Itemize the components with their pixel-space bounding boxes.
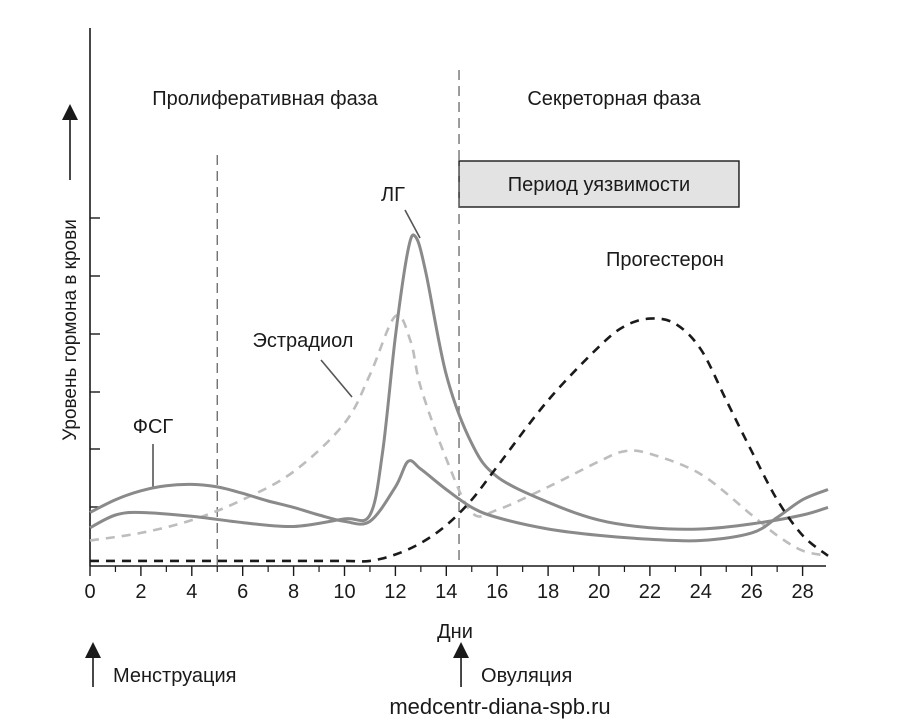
x-tick-label: 16: [486, 581, 508, 603]
x-tick-label: 28: [791, 581, 813, 603]
x-tick-label: 6: [237, 581, 248, 603]
x-tick-label: 0: [84, 581, 95, 603]
phase-dividers: [216, 70, 460, 566]
y-axis-label: Уровень гормона в крови: [60, 219, 81, 441]
series-line-0: [89, 459, 829, 543]
x-tick-label: 26: [741, 581, 763, 603]
x-tick-label: 12: [384, 581, 406, 603]
x-axis-label: Дни: [437, 621, 473, 643]
series-label-estradiol: Эстрадиол: [253, 330, 354, 352]
series-layer: [89, 233, 829, 563]
vulnerability-period-box: [458, 160, 740, 208]
watermark: medcentr-diana-spb.ru: [389, 694, 610, 719]
x-tick-label: 24: [690, 581, 712, 603]
event-markers: Менструация Овуляция: [85, 642, 572, 687]
event-label: Овуляция: [481, 665, 572, 687]
event-label: Менструация: [113, 665, 236, 687]
phase-label-secretory: Секреторная фаза: [527, 88, 701, 110]
x-tick-label: 2: [135, 581, 146, 603]
x-tick-label: 20: [588, 581, 610, 603]
x-ticks: 0 2 4 6 8 10 12 14 16 18 20 22 24 26 28: [84, 566, 814, 603]
x-tick-label: 18: [537, 581, 559, 603]
phase-label-proliferative: Пролиферативная фаза: [152, 88, 378, 110]
series-label-lh: ЛГ: [381, 184, 405, 206]
series-leader-lh: [404, 209, 421, 239]
series-line-1: [89, 233, 829, 531]
series-label-progesterone: Прогестерон: [606, 249, 724, 271]
x-tick-label: 14: [435, 581, 457, 603]
series-leader-estradiol: [320, 359, 353, 398]
x-tick-label: 22: [639, 581, 661, 603]
y-ticks: [90, 217, 100, 508]
x-tick-label: 8: [288, 581, 299, 603]
series-line-2: [89, 313, 829, 558]
series-label-fsh: ФСГ: [133, 416, 174, 438]
x-tick-label: 4: [186, 581, 197, 603]
vulnerability-period-label: Период уязвимости: [508, 174, 690, 196]
x-tick-label: 10: [333, 581, 355, 603]
